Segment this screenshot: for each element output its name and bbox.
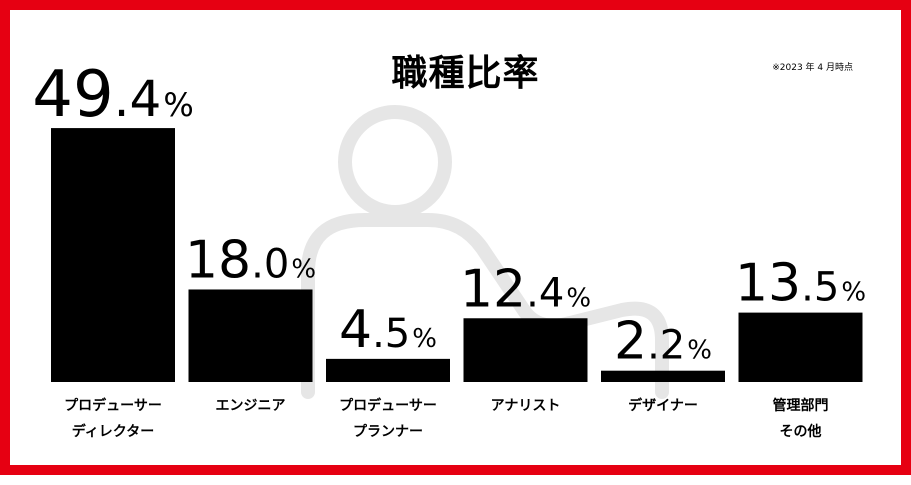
bar-2	[326, 358, 450, 382]
category-label-2-line-1: プランナー	[353, 424, 423, 440]
category-label-0-line-1: ディレクター	[71, 424, 155, 440]
category-label-2-line-0: プロデューサー	[339, 398, 437, 414]
person-outline-icon	[301, 105, 669, 399]
bar-1	[188, 289, 313, 382]
bar-4	[601, 370, 725, 382]
category-label-5-line-0: 管理部門	[772, 398, 829, 414]
bar-5	[738, 312, 863, 382]
bar-0	[51, 128, 175, 382]
bar-chart: 49.4% 18.0% 4.5% 12.4% 2.2% 13.5%	[32, 58, 866, 382]
value-label-4: 2.2%	[614, 312, 712, 372]
category-label-1-line-0: エンジニア	[215, 398, 286, 414]
value-label-3: 12.4%	[460, 259, 591, 319]
category-label-4: デザイナー	[591, 393, 735, 419]
category-label-3-line-0: アナリスト	[490, 398, 561, 414]
date-note: ※2023 年 4 月時点	[772, 63, 853, 73]
category-label-0-line-0: プロデューサー	[64, 398, 162, 414]
category-label-5-line-1: その他	[779, 424, 822, 440]
chart-title: 職種比率	[391, 53, 540, 94]
category-label-5: 管理部門 その他	[729, 393, 873, 445]
category-label-1: エンジニア	[179, 393, 323, 419]
category-label-0: プロデューサー ディレクター	[41, 393, 185, 445]
category-label-2: プロデューサー プランナー	[316, 393, 460, 445]
value-label-5: 13.5%	[735, 254, 866, 314]
value-label-1: 18.0%	[185, 230, 316, 290]
category-label-3: アナリスト	[454, 393, 598, 419]
value-label-2: 4.5%	[339, 300, 437, 360]
category-label-4-line-0: デザイナー	[628, 398, 698, 414]
value-label-0: 49.4%	[32, 58, 194, 132]
bar-3	[463, 318, 588, 382]
